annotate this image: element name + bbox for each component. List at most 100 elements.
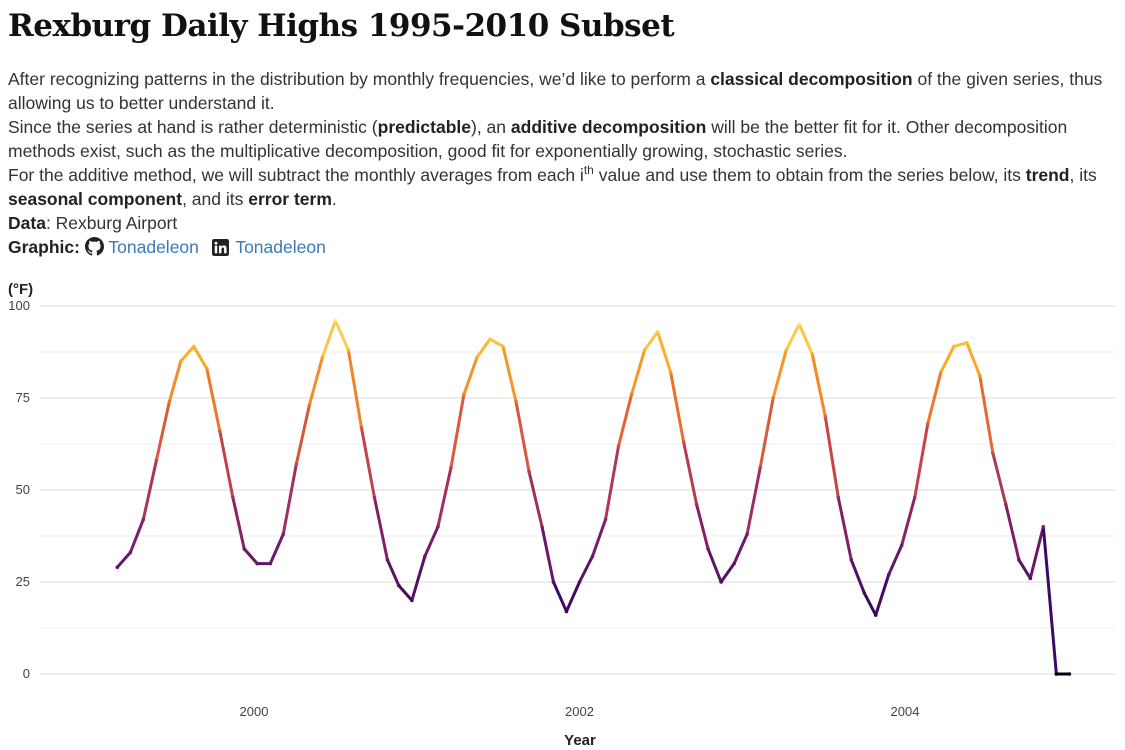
description-line-2: Since the series at hand is rather deter… bbox=[8, 115, 1118, 163]
data-point bbox=[732, 561, 736, 566]
line-segment bbox=[797, 322, 814, 356]
line-segment bbox=[242, 547, 259, 566]
temperature-line-chart: 0 25 50 75 100 2000 2002 2004 (°F) Year bbox=[8, 281, 1115, 749]
data-point bbox=[939, 370, 943, 375]
data-point bbox=[784, 348, 788, 352]
line-segment bbox=[231, 495, 246, 551]
data-point bbox=[436, 525, 440, 529]
text-span: , its bbox=[1069, 165, 1097, 185]
data-point bbox=[642, 348, 647, 352]
data-point bbox=[231, 495, 235, 500]
data-point bbox=[925, 421, 930, 426]
line-segment bbox=[745, 466, 762, 536]
line-segment bbox=[359, 425, 376, 499]
line-segment bbox=[475, 337, 492, 360]
data-point bbox=[255, 561, 260, 566]
data-point bbox=[178, 359, 183, 363]
data-point bbox=[797, 322, 802, 327]
line-segment bbox=[656, 330, 673, 374]
line-segment bbox=[669, 370, 686, 444]
data-point bbox=[706, 547, 710, 551]
line-segment bbox=[218, 429, 235, 499]
line-segment bbox=[784, 322, 801, 352]
data-point bbox=[128, 550, 133, 555]
data-point bbox=[501, 344, 505, 349]
emphasis-additive-decomposition: additive decomposition bbox=[510, 117, 707, 137]
line-segment bbox=[154, 400, 171, 463]
github-link[interactable]: Tonadeleon bbox=[108, 237, 199, 257]
line-segment bbox=[462, 356, 479, 396]
x-tick-label: 2004 bbox=[891, 704, 920, 719]
grid-lines bbox=[40, 305, 1115, 675]
graphic-label: Graphic: bbox=[8, 237, 80, 257]
x-axis-title: Year bbox=[564, 732, 596, 749]
line-segment bbox=[1028, 525, 1045, 580]
text-span: For the additive method, we will subtrac… bbox=[8, 165, 584, 185]
data-point bbox=[577, 580, 582, 584]
text-span: After recognizing patterns in the distri… bbox=[8, 69, 711, 89]
emphasis-error-term: error term bbox=[248, 189, 332, 209]
text-span: of the given series, thus allowing us to… bbox=[8, 69, 1103, 113]
data-point bbox=[218, 429, 222, 433]
line-segment bbox=[1041, 525, 1058, 676]
data-point bbox=[307, 403, 312, 408]
line-segment bbox=[617, 392, 634, 448]
text-span: . bbox=[331, 189, 337, 209]
data-point bbox=[1041, 525, 1046, 529]
data-point bbox=[719, 580, 723, 584]
superscript-th: th bbox=[583, 163, 594, 178]
linkedin-link[interactable]: Tonadeleon bbox=[235, 237, 326, 257]
text-span: , and its bbox=[182, 189, 249, 209]
data-point bbox=[603, 517, 608, 522]
line-segment bbox=[372, 495, 389, 562]
line-segment bbox=[179, 344, 196, 363]
data-point bbox=[745, 532, 749, 536]
text-span: ), an bbox=[471, 117, 511, 137]
data-point bbox=[191, 344, 196, 349]
data-point bbox=[590, 554, 595, 559]
line-segment bbox=[849, 558, 866, 595]
line-segment bbox=[630, 348, 647, 396]
text-span: Since the series at hand is rather deter… bbox=[8, 117, 378, 137]
data-point bbox=[268, 561, 273, 566]
line-segment bbox=[926, 370, 943, 426]
y-tick-label: 50 bbox=[16, 482, 30, 497]
line-segment bbox=[436, 466, 453, 529]
data-point bbox=[1067, 672, 1072, 676]
data-point bbox=[514, 399, 518, 404]
data-point bbox=[141, 517, 146, 522]
line-segment bbox=[346, 348, 363, 429]
line-segment bbox=[836, 495, 853, 562]
line-segment bbox=[706, 547, 723, 584]
description: After recognizing patterns in the distri… bbox=[8, 67, 1118, 259]
line-segment bbox=[514, 400, 531, 474]
line-segment bbox=[307, 356, 324, 407]
data-point bbox=[978, 374, 982, 378]
line-segment bbox=[449, 392, 466, 470]
data-point bbox=[346, 348, 351, 352]
chart-title: Rexburg Daily Highs 1995-2010 Subset bbox=[8, 8, 675, 44]
data-point bbox=[372, 495, 377, 500]
data-source-line: Data: Rexburg Airport bbox=[8, 211, 1118, 235]
data-point bbox=[873, 613, 878, 617]
line-segment bbox=[423, 525, 440, 558]
data-point bbox=[281, 532, 286, 536]
line-segment bbox=[141, 459, 158, 521]
data-point bbox=[616, 444, 621, 448]
line-segment bbox=[952, 341, 969, 348]
data-point bbox=[1017, 558, 1021, 562]
github-icon bbox=[84, 237, 104, 256]
data-point bbox=[771, 396, 775, 400]
line-segment bbox=[268, 532, 285, 566]
line-segment bbox=[192, 344, 209, 371]
data-point bbox=[488, 337, 492, 341]
data-point bbox=[758, 466, 762, 470]
y-axis-title: (°F) bbox=[8, 281, 33, 298]
data-point bbox=[449, 466, 453, 470]
line-segment bbox=[564, 580, 581, 613]
line-segment bbox=[874, 573, 891, 617]
line-segment bbox=[115, 551, 132, 569]
data-point bbox=[359, 425, 364, 430]
data-point bbox=[1004, 502, 1008, 507]
description-line-1: After recognizing patterns in the distri… bbox=[8, 67, 1118, 115]
